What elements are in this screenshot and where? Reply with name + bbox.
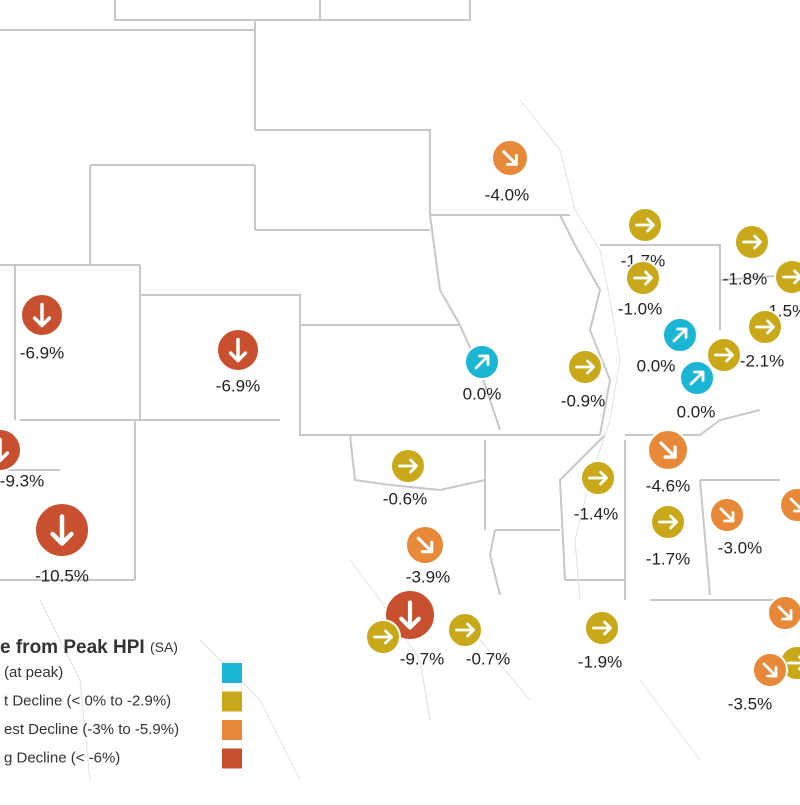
marker-label: -6.9% — [216, 376, 260, 395]
marker — [625, 260, 661, 296]
marker-arrow — [633, 270, 653, 286]
marker — [774, 259, 800, 295]
marker — [405, 525, 445, 565]
marker — [20, 293, 64, 337]
legend-title-note: (SA) — [150, 639, 178, 655]
marker-arrow — [787, 655, 800, 671]
marker-arrow — [228, 337, 248, 363]
marker-badge — [779, 487, 800, 523]
marker-arrow — [32, 302, 52, 328]
marker-arrow — [782, 269, 800, 285]
marker-label: 0.0% — [637, 356, 676, 375]
marker-arrow — [455, 622, 475, 638]
state-borders — [0, 0, 791, 781]
marker — [734, 224, 770, 260]
marker — [390, 448, 426, 484]
marker-label: -4.6% — [646, 476, 690, 495]
marker-label: -3.0% — [718, 538, 762, 557]
marker-label: -6.9% — [20, 343, 64, 362]
marker-label: -1.9% — [578, 652, 622, 671]
marker-label: -1.0% — [618, 299, 662, 318]
marker — [662, 317, 698, 353]
marker-arrow — [0, 437, 10, 463]
marker-arrow — [762, 662, 778, 678]
marker — [709, 497, 745, 533]
marker-label: 0.0% — [677, 402, 716, 421]
marker-arrow — [588, 470, 608, 486]
marker-label: -1.4% — [574, 504, 618, 523]
marker — [779, 487, 800, 523]
marker — [679, 360, 715, 396]
legend-label: est Decline (-3% to -5.9%) — [4, 721, 179, 738]
marker-label: -3.5% — [728, 694, 772, 713]
marker-label: -2.1% — [740, 351, 784, 370]
marker — [584, 610, 620, 646]
marker — [216, 328, 260, 372]
marker — [365, 619, 401, 655]
legend-swatch — [222, 691, 242, 712]
marker-arrow — [373, 629, 393, 645]
marker — [580, 460, 616, 496]
marker-arrow — [474, 354, 490, 370]
marker-label: -0.6% — [383, 489, 427, 508]
marker — [627, 207, 663, 243]
marker-label: -4.0% — [485, 185, 529, 204]
marker-arrow — [502, 150, 518, 166]
marker — [447, 612, 483, 648]
marker — [464, 344, 500, 380]
legend-swatch — [222, 720, 242, 740]
legend-title: e from Peak HPI (SA) — [0, 637, 178, 658]
marker-label: -10.5% — [35, 566, 89, 585]
marker — [34, 502, 90, 558]
marker-label: -0.7% — [466, 649, 510, 668]
marker — [747, 309, 783, 345]
marker-label: 0.0% — [463, 384, 502, 403]
marker-label: -1.8% — [723, 269, 767, 288]
legend-label: g Decline (< -6%) — [4, 749, 120, 766]
marker-arrow — [659, 441, 677, 459]
marker — [0, 428, 22, 472]
marker-arrow — [689, 370, 705, 386]
marker-arrow — [416, 536, 434, 554]
marker — [650, 504, 686, 540]
marker-label: -3.9% — [406, 567, 450, 586]
legend-swatch — [222, 748, 242, 769]
marker-arrow — [742, 234, 762, 250]
marker-arrow — [592, 620, 612, 636]
marker-arrow — [635, 217, 655, 233]
marker — [767, 595, 800, 631]
marker-arrow — [658, 514, 678, 530]
legend-items: (at peak) t Decline (< 0% to -2.9%) est De… — [4, 663, 242, 769]
marker-label: -9.7% — [400, 649, 444, 668]
marker-label: -9.3% — [0, 471, 44, 490]
marker — [752, 652, 788, 688]
marker — [647, 429, 689, 471]
marker-arrow — [719, 507, 735, 523]
marker-arrow — [777, 605, 793, 621]
marker-arrow — [398, 458, 418, 474]
marker-arrow — [755, 319, 775, 335]
marker — [491, 139, 529, 177]
legend-title-text: e from Peak HPI — [0, 637, 145, 658]
marker — [706, 337, 742, 373]
marker-arrow — [399, 600, 421, 630]
markers: -4.0%-1.7%-1.8%-1.5%-1.0%0.0%-2.1%0.0%0.… — [0, 139, 800, 713]
legend-swatch — [222, 663, 242, 683]
legend: e from Peak HPI (SA) (at peak) t Decline … — [0, 637, 242, 769]
legend-label: t Decline (< 0% to -2.9%) — [4, 692, 171, 709]
marker-label: -1.7% — [646, 549, 690, 568]
marker-arrow — [50, 514, 74, 546]
marker-arrow — [714, 347, 734, 363]
legend-label: (at peak) — [4, 664, 63, 681]
marker — [567, 349, 603, 385]
marker-arrow — [789, 497, 800, 513]
marker-badge — [0, 428, 22, 472]
marker-arrow — [672, 327, 688, 343]
marker-arrow — [575, 359, 595, 375]
marker-label: -0.9% — [561, 391, 605, 410]
